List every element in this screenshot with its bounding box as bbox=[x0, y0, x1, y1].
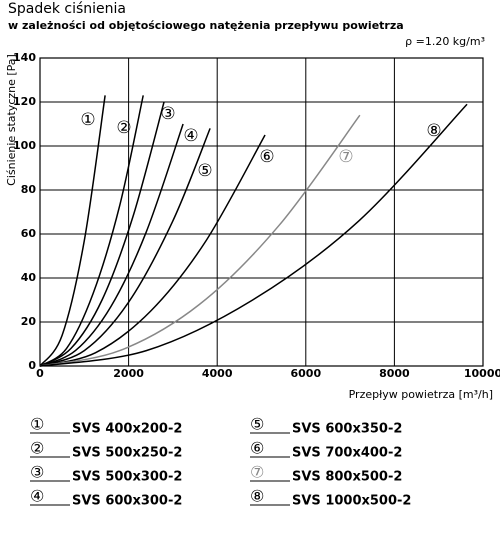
chart-subtitle: w zależności od objętościowego natężenia… bbox=[8, 19, 404, 32]
y-tick-label: 120 bbox=[13, 95, 36, 108]
legend-label: SVS 800x500-2 bbox=[292, 470, 402, 485]
curve-label: ② bbox=[116, 118, 131, 138]
series-line bbox=[39, 134, 266, 367]
y-tick-label: 20 bbox=[21, 315, 37, 328]
series-line bbox=[39, 95, 144, 367]
curve-label: ⑧ bbox=[426, 121, 441, 141]
legend-marker: ① bbox=[30, 415, 44, 434]
curve-label: ⑦ bbox=[338, 147, 353, 167]
y-tick-label: 100 bbox=[13, 139, 36, 152]
legend-label: SVS 500x250-2 bbox=[72, 446, 182, 461]
x-tick-label: 8000 bbox=[379, 367, 410, 380]
y-tick-label: 140 bbox=[13, 51, 36, 64]
chart-title: Spadek ciśnienia bbox=[8, 1, 126, 17]
series-line bbox=[39, 95, 106, 367]
x-axis-label: Przepływ powietrza [m³/h] bbox=[349, 388, 493, 401]
series-line bbox=[39, 128, 211, 367]
legend-label: SVS 700x400-2 bbox=[292, 446, 402, 461]
legend-marker: ⑦ bbox=[250, 463, 264, 482]
y-tick-label: 0 bbox=[28, 359, 36, 372]
series-line bbox=[39, 103, 468, 367]
y-tick-label: 40 bbox=[21, 271, 37, 284]
curve-label: ③ bbox=[160, 104, 175, 124]
legend-marker: ④ bbox=[30, 487, 44, 506]
legend-label: SVS 400x200-2 bbox=[72, 422, 182, 437]
y-axis-label: Ciśnienie statyczne [Pa] bbox=[5, 54, 18, 186]
x-tick-label: 6000 bbox=[290, 367, 321, 380]
legend-label: SVS 600x300-2 bbox=[72, 494, 182, 509]
curve-label: ⑥ bbox=[259, 147, 274, 167]
x-tick-label: 2000 bbox=[113, 367, 144, 380]
legend-label: SVS 1000x500-2 bbox=[292, 494, 411, 509]
legend-marker: ⑧ bbox=[250, 487, 264, 506]
series-line bbox=[39, 101, 165, 367]
x-tick-label: 0 bbox=[36, 367, 44, 380]
legend-marker: ⑤ bbox=[250, 415, 264, 434]
series-line bbox=[39, 123, 184, 367]
curve-label: ④ bbox=[183, 126, 198, 146]
y-tick-label: 80 bbox=[21, 183, 37, 196]
x-tick-label: 10000 bbox=[464, 367, 500, 380]
annotation: ρ =1.20 kg/m³ bbox=[405, 35, 485, 48]
y-tick-label: 60 bbox=[21, 227, 37, 240]
legend-marker: ② bbox=[30, 439, 44, 458]
legend-label: SVS 600x350-2 bbox=[292, 422, 402, 437]
legend-label: SVS 500x300-2 bbox=[72, 470, 182, 485]
plot-area bbox=[39, 57, 484, 367]
curve-label: ⑤ bbox=[197, 161, 212, 181]
x-tick-label: 4000 bbox=[202, 367, 233, 380]
series-line bbox=[39, 114, 361, 367]
legend-marker: ⑥ bbox=[250, 439, 264, 458]
legend-marker: ③ bbox=[30, 463, 44, 482]
curve-label: ① bbox=[80, 110, 95, 130]
